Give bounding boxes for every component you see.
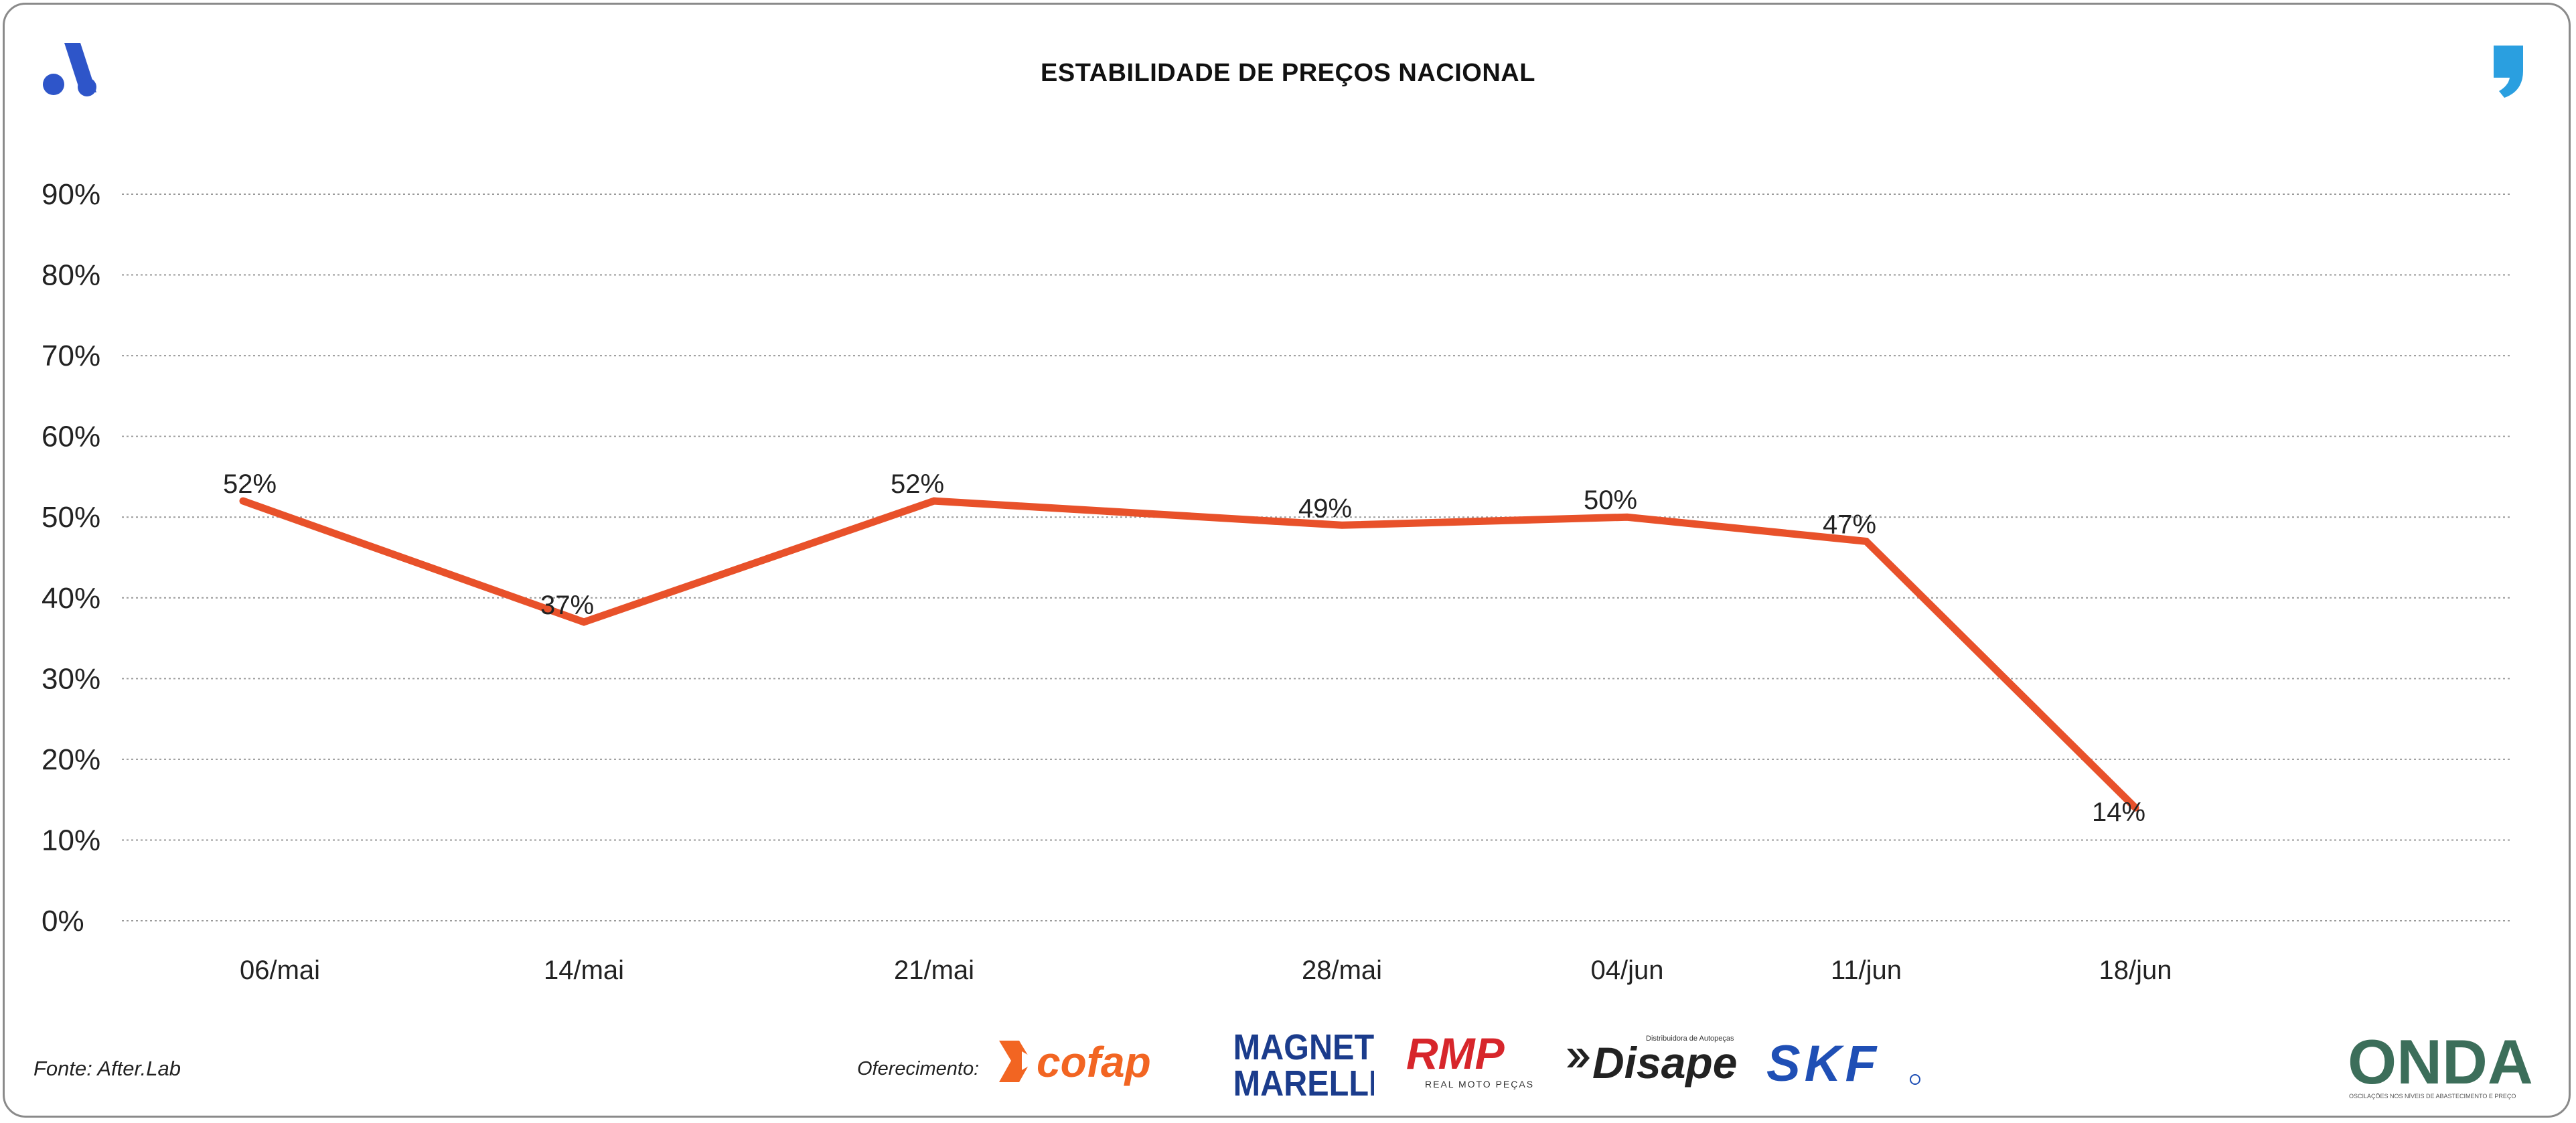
skf-logo: SKF: [1766, 1037, 1920, 1090]
x-tick-label: 14/mai: [544, 956, 624, 985]
y-tick-label: 0%: [42, 905, 84, 938]
data-point: [933, 500, 935, 502]
marelli-wordmark: MARELLI: [1233, 1063, 1374, 1100]
onda-wordmark: ONDA: [2348, 1029, 2533, 1097]
x-tick-label: 06/mai: [240, 956, 320, 985]
onda-logo: ONDA OSCILAÇÕES NOS NÍVEIS DE ABASTECIME…: [2348, 1029, 2533, 1100]
comma-quote-icon: [2494, 46, 2523, 98]
data-point: [242, 500, 244, 502]
disape-wordmark: Disape: [1592, 1038, 1737, 1088]
y-tick-label: 60%: [42, 421, 100, 453]
x-tick-label: 21/mai: [894, 956, 974, 985]
x-axis-ticks: 06/mai 14/mai 21/mai 28/mai 04/jun 11/jun 18/j…: [240, 956, 2172, 985]
data-label: 14%: [2092, 798, 2145, 827]
afterlab-a-icon: [43, 43, 96, 96]
data-label: 49%: [1298, 494, 1352, 523]
cofap-wordmark: cofap: [1037, 1038, 1151, 1086]
y-tick-label: 50%: [42, 501, 100, 534]
onda-subtitle: OSCILAÇÕES NOS NÍVEIS DE ABASTECIMENTO E…: [2349, 1093, 2516, 1100]
y-tick-label: 80%: [42, 259, 100, 292]
x-tick-label: 18/jun: [2099, 956, 2172, 985]
data-point: [1341, 524, 1343, 526]
sponsor-label: Oferecimento:: [857, 1058, 980, 1079]
data-label: 52%: [891, 469, 944, 499]
data-labels: 52% 37% 52% 49% 50% 47% 14%: [223, 469, 2145, 827]
data-point: [2135, 807, 2136, 809]
rmp-wordmark: RMP: [1406, 1031, 1505, 1078]
y-tick-label: 70%: [42, 340, 100, 372]
magneti-wordmark: MAGNETI: [1233, 1027, 1374, 1067]
x-tick-label: 04/jun: [1591, 956, 1664, 985]
chart-title: ESTABILIDADE DE PREÇOS NACIONAL: [1041, 59, 1535, 87]
x-tick-label: 28/mai: [1302, 956, 1382, 985]
data-point: [1626, 516, 1628, 518]
source-note: Fonte: After.Lab: [33, 1057, 181, 1080]
grid-lines: [122, 194, 2510, 921]
y-axis-ticks: 0% 10% 20% 30% 40% 50% 60% 70% 80% 90%: [42, 178, 100, 938]
y-tick-label: 30%: [42, 662, 100, 695]
card-frame: [3, 3, 2571, 1118]
disape-subtitle: Distribuidora de Autopeças: [1646, 1035, 1734, 1043]
x-tick-label: 11/jun: [1831, 956, 1902, 985]
data-label: 37%: [540, 591, 594, 620]
data-label: 47%: [1823, 510, 1876, 539]
rmp-logo: RMP REAL MOTO PEÇAS: [1406, 1031, 1534, 1090]
data-point: [583, 621, 585, 623]
cofap-logo: cofap: [999, 1038, 1151, 1086]
series-layer: [239, 497, 2139, 812]
skf-wordmark: SKF: [1766, 1037, 1880, 1090]
disape-logo: Disape Distribuidora de Autopeças: [1567, 1035, 1737, 1088]
rmp-subtitle: REAL MOTO PEÇAS: [1425, 1079, 1534, 1090]
y-tick-label: 20%: [42, 743, 100, 776]
y-tick-label: 10%: [42, 824, 100, 856]
series-line: [239, 497, 2139, 812]
data-label: 50%: [1584, 485, 1637, 515]
data-label: 52%: [223, 469, 277, 499]
data-point: [1866, 540, 1867, 542]
y-tick-label: 90%: [42, 178, 100, 211]
y-tick-label: 40%: [42, 582, 100, 615]
magneti-marelli-logo: MAGNETI MARELLI: [1233, 1027, 1374, 1100]
